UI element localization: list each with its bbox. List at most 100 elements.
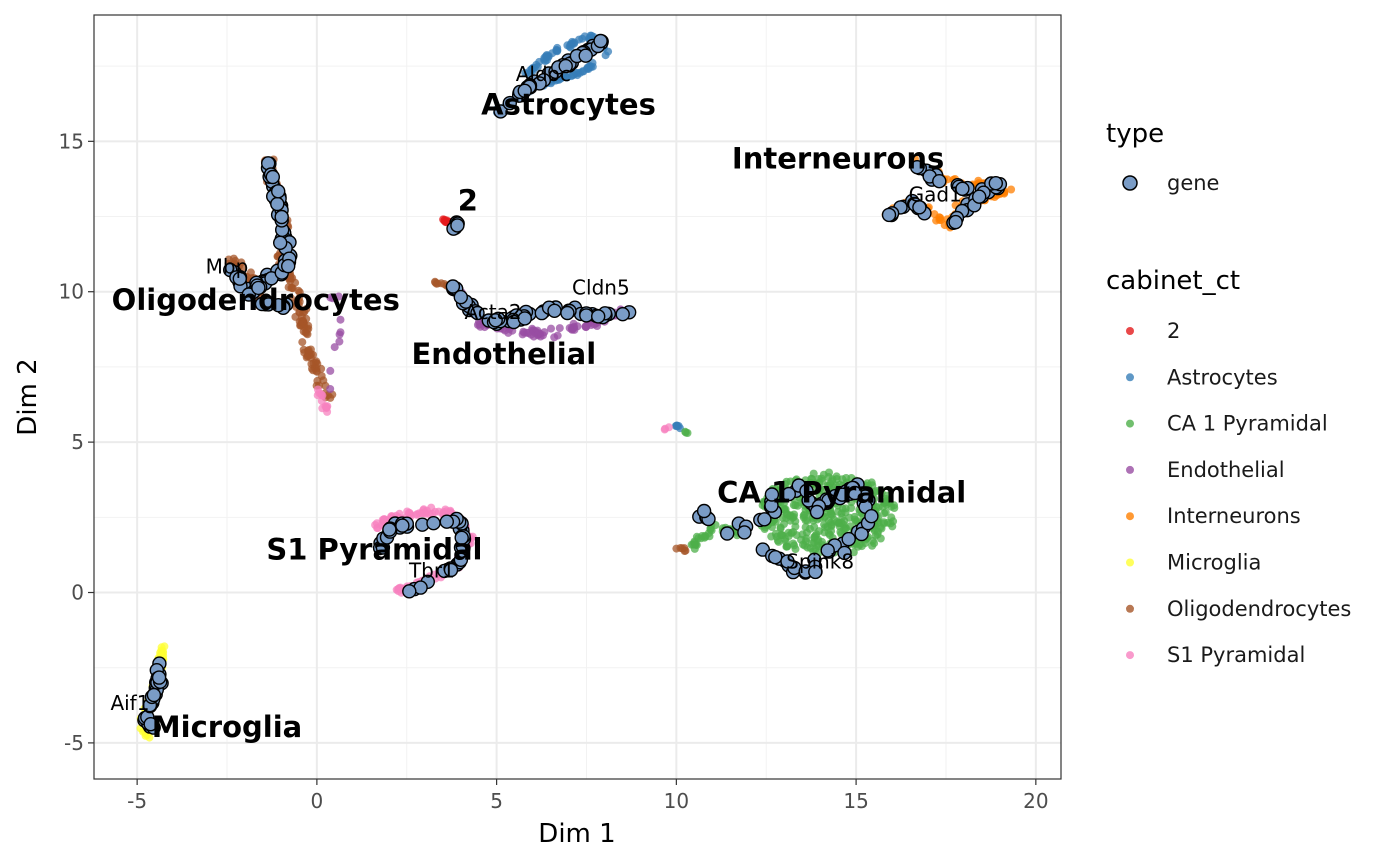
- gene-point: [560, 305, 575, 321]
- gene-point: [470, 305, 485, 321]
- gene-point: [251, 280, 266, 296]
- cell-point: [552, 45, 561, 54]
- cell-point: [672, 421, 681, 430]
- cell-point: [224, 255, 233, 264]
- cell-point: [601, 51, 610, 60]
- axes: -5 0 5 10 15 20 -5 0 5 10 15: [59, 129, 1049, 813]
- x-axis-title: Dim 1: [538, 819, 615, 849]
- y-tick-label: 0: [71, 581, 84, 605]
- legend-key: [1126, 419, 1134, 428]
- cluster-label: CA 1 Pyramidal: [717, 475, 966, 509]
- gene-point: [579, 308, 594, 323]
- y-tick-label: -5: [64, 731, 84, 755]
- cell-point: [324, 391, 332, 400]
- cell-point: [313, 391, 322, 400]
- legend-key: [1126, 465, 1134, 474]
- legend-type-title: type: [1106, 119, 1164, 149]
- cluster-label: Astrocytes: [481, 87, 656, 121]
- gene-point: [146, 687, 162, 703]
- cell-point: [878, 502, 887, 511]
- cell-point: [835, 522, 844, 531]
- cell-point: [816, 484, 825, 493]
- cell-point: [529, 332, 538, 341]
- gene-point: [948, 214, 963, 230]
- gene-point: [443, 562, 459, 578]
- cell-point: [550, 333, 559, 342]
- cell-point: [441, 218, 450, 226]
- x-tick-label: 5: [490, 789, 503, 813]
- legend-item-label: Microglia: [1167, 551, 1261, 575]
- cell-point: [681, 546, 690, 555]
- cell-point: [313, 385, 322, 394]
- gene-point: [270, 196, 285, 212]
- text-labels: Aldoc Gad1 Mbp Cldn5 Acta2 Spink8 Tbr1 Aif1 Astr…: [110, 62, 966, 744]
- legend-item-label: Endothelial: [1167, 458, 1285, 482]
- cell-point: [313, 376, 322, 385]
- cluster-label: 2: [458, 184, 478, 218]
- legend-key: [1126, 651, 1134, 660]
- x-tick-label: 0: [311, 789, 324, 813]
- legend-key: [1126, 327, 1134, 335]
- cell-point: [660, 425, 669, 434]
- cell-point: [293, 299, 301, 308]
- cell-point: [442, 507, 451, 516]
- gene-point: [547, 303, 562, 318]
- cell-point: [528, 324, 537, 333]
- cell-point: [1007, 185, 1016, 194]
- cell-point: [790, 541, 799, 550]
- legend-item-label: S1 Pyramidal: [1167, 643, 1305, 667]
- cell-point: [294, 286, 303, 295]
- gene-point: [854, 526, 869, 542]
- cell-point: [231, 256, 240, 265]
- cell-point: [304, 352, 313, 360]
- cell-point: [326, 366, 335, 375]
- cell-point: [543, 52, 551, 61]
- cell-point: [784, 528, 793, 537]
- legend-key: [1126, 512, 1134, 521]
- cell-point: [820, 520, 829, 529]
- gene-point: [261, 297, 276, 312]
- gene-point: [955, 181, 970, 197]
- cell-point: [849, 548, 858, 557]
- cell-point: [808, 539, 816, 548]
- y-tick-label: 5: [71, 430, 84, 454]
- gene-point: [281, 258, 296, 274]
- gene-point: [502, 95, 517, 111]
- cell-point: [890, 504, 899, 512]
- cell-point: [847, 504, 856, 512]
- cell-point: [428, 509, 437, 518]
- cell-point: [326, 293, 335, 302]
- legend-item-label: Oligodendrocytes: [1167, 597, 1351, 621]
- cell-point: [555, 324, 564, 333]
- cluster-label: Interneurons: [732, 141, 944, 175]
- gene-point: [143, 717, 158, 732]
- cell-point: [335, 337, 344, 346]
- gene-point: [837, 545, 852, 561]
- grid-lines: [94, 15, 1061, 779]
- cell-point: [690, 544, 699, 553]
- gene-point: [781, 486, 796, 502]
- cell-point: [413, 510, 422, 519]
- cell-point: [683, 429, 692, 437]
- gene-point: [841, 531, 856, 547]
- panel-border: [93, 14, 1062, 780]
- legend-item-label: 2: [1167, 319, 1180, 343]
- gene-point: [151, 670, 167, 685]
- x-tick-label: 20: [1023, 789, 1048, 813]
- gene-point: [764, 487, 780, 502]
- cell-point: [568, 37, 577, 46]
- cluster-label: Oligodendrocytes: [112, 283, 400, 317]
- cell-point: [565, 324, 574, 332]
- gene-point: [720, 526, 735, 541]
- cell-point: [307, 360, 316, 368]
- legend-cabinet-title: cabinet_ct: [1106, 266, 1240, 296]
- cell-point: [405, 508, 414, 517]
- cell-point: [563, 73, 572, 82]
- cell-point: [776, 524, 785, 533]
- cell-point: [873, 530, 882, 539]
- gene-point: [453, 289, 468, 305]
- gene-point: [864, 509, 879, 524]
- gene-points: [137, 33, 1008, 735]
- gene-point: [780, 554, 795, 569]
- gene-point: [445, 279, 461, 294]
